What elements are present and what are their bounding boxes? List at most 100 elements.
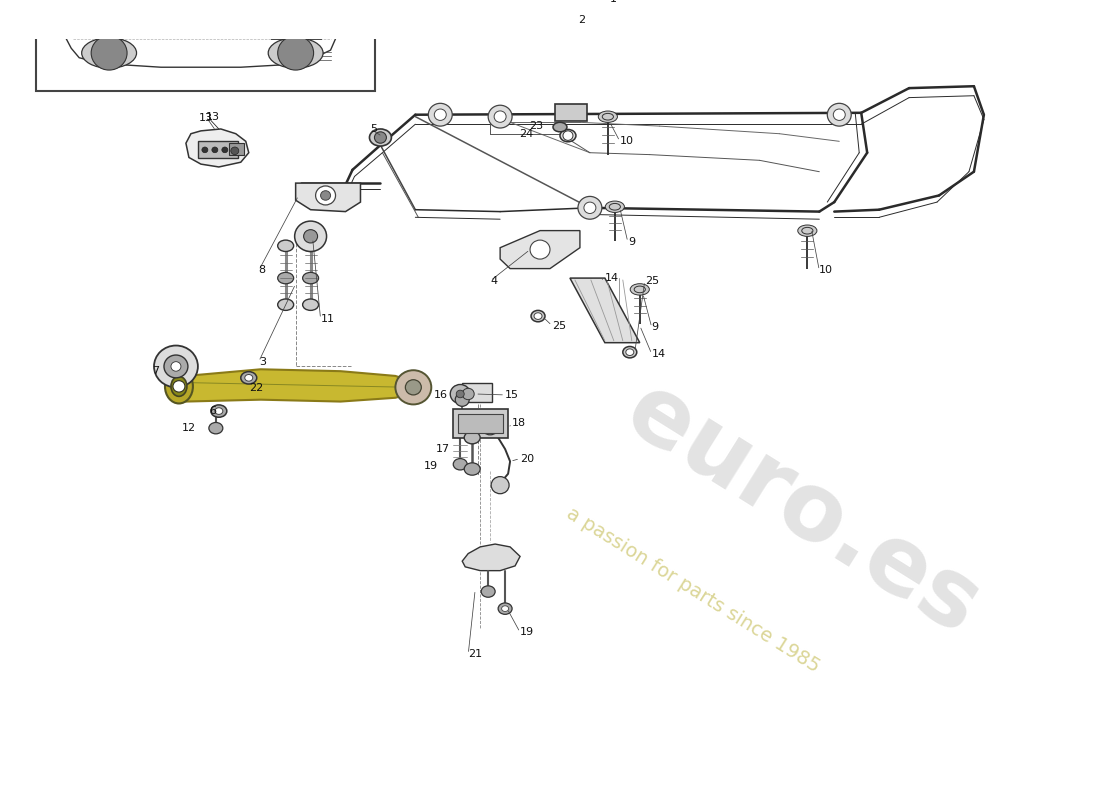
Polygon shape	[176, 370, 416, 402]
Ellipse shape	[268, 38, 323, 68]
Circle shape	[530, 240, 550, 259]
Circle shape	[212, 147, 218, 153]
Ellipse shape	[802, 227, 813, 234]
Ellipse shape	[214, 408, 223, 414]
Circle shape	[277, 36, 313, 70]
Ellipse shape	[635, 286, 646, 293]
Bar	[229, 143, 244, 154]
Ellipse shape	[464, 463, 481, 475]
Circle shape	[455, 393, 470, 406]
Circle shape	[578, 197, 602, 219]
Ellipse shape	[609, 203, 620, 210]
Text: 15: 15	[505, 390, 519, 400]
Polygon shape	[462, 544, 520, 570]
Circle shape	[395, 370, 431, 405]
Text: 24: 24	[519, 129, 534, 138]
Text: 21: 21	[469, 650, 482, 659]
Text: 9: 9	[628, 237, 635, 247]
Ellipse shape	[598, 111, 617, 122]
Ellipse shape	[302, 272, 319, 284]
Ellipse shape	[623, 346, 637, 358]
Ellipse shape	[277, 272, 294, 284]
Ellipse shape	[531, 310, 544, 322]
Text: 25: 25	[552, 321, 567, 330]
Bar	[198, 142, 238, 158]
Ellipse shape	[798, 225, 817, 236]
Circle shape	[491, 477, 509, 494]
Circle shape	[434, 109, 447, 121]
Ellipse shape	[81, 38, 136, 68]
Ellipse shape	[534, 313, 542, 319]
Text: 7: 7	[152, 366, 160, 376]
Bar	[36, 0, 375, 91]
Circle shape	[834, 109, 845, 121]
Circle shape	[231, 147, 239, 154]
Text: 23: 23	[529, 121, 543, 131]
Circle shape	[304, 230, 318, 243]
Ellipse shape	[630, 284, 649, 295]
Text: 10: 10	[820, 266, 834, 275]
Ellipse shape	[553, 122, 566, 132]
Ellipse shape	[302, 240, 319, 251]
Ellipse shape	[453, 458, 468, 470]
Text: a passion for parts since 1985: a passion for parts since 1985	[562, 503, 823, 676]
Text: 18: 18	[513, 418, 526, 429]
Circle shape	[374, 132, 386, 143]
Circle shape	[827, 103, 851, 126]
Ellipse shape	[245, 374, 253, 381]
Circle shape	[91, 36, 128, 70]
Text: 11: 11	[320, 314, 334, 324]
Polygon shape	[570, 278, 640, 342]
Bar	[462, 382, 492, 402]
Polygon shape	[296, 183, 361, 212]
Circle shape	[222, 147, 228, 153]
Circle shape	[295, 221, 327, 251]
Text: 13: 13	[206, 112, 220, 122]
Circle shape	[406, 380, 421, 395]
Text: 22: 22	[249, 383, 263, 394]
Circle shape	[320, 190, 331, 200]
Circle shape	[481, 418, 499, 435]
Bar	[556, 104, 587, 122]
Circle shape	[494, 111, 506, 122]
Polygon shape	[500, 230, 580, 269]
Ellipse shape	[370, 129, 392, 146]
Circle shape	[462, 388, 474, 400]
Ellipse shape	[277, 299, 294, 310]
Text: 5: 5	[371, 124, 377, 134]
Circle shape	[450, 385, 470, 403]
Circle shape	[428, 103, 452, 126]
Ellipse shape	[498, 603, 513, 614]
Ellipse shape	[502, 606, 508, 611]
Bar	[459, 414, 503, 433]
Circle shape	[316, 186, 336, 205]
Ellipse shape	[605, 201, 625, 213]
Circle shape	[456, 390, 464, 398]
Text: 4: 4	[491, 276, 497, 286]
Ellipse shape	[211, 405, 227, 418]
Text: 20: 20	[520, 454, 535, 463]
Ellipse shape	[603, 114, 614, 120]
Polygon shape	[186, 129, 249, 167]
Circle shape	[202, 147, 208, 153]
Ellipse shape	[241, 372, 256, 384]
Text: 12: 12	[182, 423, 196, 433]
Text: 13: 13	[199, 113, 213, 122]
Ellipse shape	[481, 586, 495, 598]
Ellipse shape	[170, 377, 187, 396]
Text: 2: 2	[578, 14, 585, 25]
Circle shape	[563, 131, 573, 140]
Ellipse shape	[209, 422, 223, 434]
Text: euro.es: euro.es	[608, 365, 996, 654]
Text: 25: 25	[645, 276, 659, 286]
Text: 17: 17	[436, 444, 450, 454]
Text: 3: 3	[258, 357, 266, 366]
Circle shape	[170, 362, 180, 371]
Text: 14: 14	[605, 273, 619, 283]
Ellipse shape	[165, 370, 192, 403]
Circle shape	[164, 355, 188, 378]
Ellipse shape	[302, 299, 319, 310]
Text: 14: 14	[651, 349, 666, 359]
Text: 1: 1	[609, 0, 617, 4]
Text: 16: 16	[434, 390, 449, 400]
